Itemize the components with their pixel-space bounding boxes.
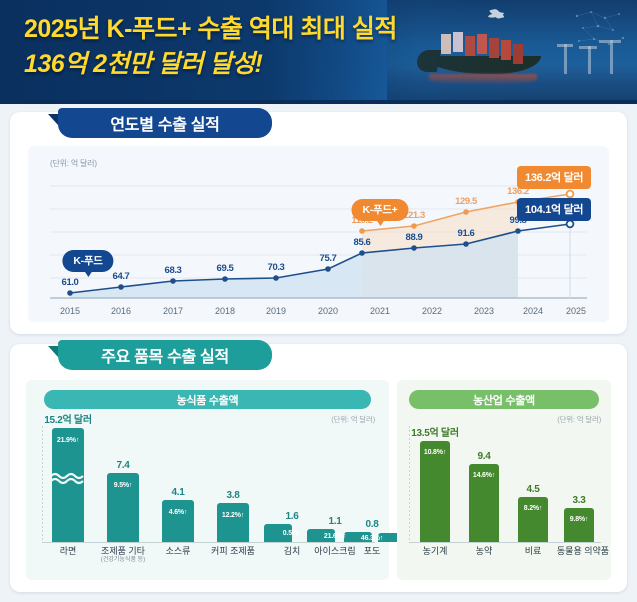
axis-break-wave-icon <box>51 472 84 485</box>
section-major-items: 주요 품목 수출 실적 농식품 수출액 (단위: 억 달러) <box>10 340 627 592</box>
bar-value-label: 13.5억 달러 <box>411 428 459 439</box>
bar-category-label: 포도 <box>363 546 381 556</box>
bar-value-label: 1.6 <box>285 511 299 522</box>
line-chart-unit-label: (단위: 억 달러) <box>50 159 97 168</box>
bar-category-label: 비료 <box>524 546 542 556</box>
bar-ramen <box>52 428 84 542</box>
panel-agrifood: 농식품 수출액 (단위: 억 달러) 15.2 <box>26 380 415 580</box>
panel-unit-agrifood: (단위: 억 달러) <box>331 415 375 424</box>
line-point-label: 68.3 <box>164 265 182 276</box>
x-axis-tick: 2015 <box>59 306 81 316</box>
bar-category-label: 라면 <box>59 546 77 556</box>
line-point-label: 91.6 <box>457 228 475 239</box>
header-banner: 2025년 K-푸드+ 수출 역대 최대 실적 136억 2천만 달러 달성! <box>0 0 637 104</box>
legend-badge-kfood: K-푸드 <box>62 250 114 277</box>
bar-value-label: 1.1 <box>328 516 342 527</box>
header-gradient-overlay <box>0 0 637 104</box>
bar-value-label: 3.3 <box>572 495 586 506</box>
bar-farm-machinery <box>420 441 450 542</box>
legend-badge-kfoodplus: K-푸드+ <box>351 199 409 226</box>
bar-category-note: (건강기능식품 등) <box>100 557 146 564</box>
line-point-label: 88.9 <box>405 232 423 243</box>
bar-charts-wrapper: 농식품 수출액 (단위: 억 달러) 15.2 <box>26 380 611 580</box>
x-axis-tick: 2016 <box>110 306 132 316</box>
line-point-label: 85.6 <box>353 237 371 248</box>
section-banner-yearly: 연도별 수출 실적 <box>48 108 272 138</box>
section-yearly-exports: 연도별 수출 실적 (단위: 억 달러) <box>10 108 627 334</box>
bar-value-label: 15.2억 달러 <box>44 415 92 426</box>
callout-kfoodplus-total: 136.2억 달러 <box>517 166 592 189</box>
bar-growth-label: 8.2%↑ <box>523 505 543 512</box>
bar-sauces <box>162 500 194 542</box>
bar-category-label: 동물용 의약품 <box>556 546 610 556</box>
bar-coffee <box>217 503 249 542</box>
y-axis-dotted <box>42 426 43 542</box>
bar-value-label: 9.4 <box>477 451 491 462</box>
bar-growth-label: 0.5%↑ <box>282 530 302 537</box>
bar-growth-label: 21.9%↑ <box>56 437 80 444</box>
x-axis-tick: 2024 <box>522 306 544 316</box>
x-axis-line <box>409 542 601 543</box>
bar-category-label: 소스류 <box>165 546 191 556</box>
x-axis-tick: 2022 <box>421 306 443 316</box>
bar-vet-medicine <box>564 508 594 542</box>
header-line-1: 2025년 K-푸드+ 수출 역대 최대 실적 <box>24 15 397 43</box>
line-point-label: 129.5 <box>455 196 477 207</box>
line-point-label: 64.7 <box>112 271 130 282</box>
bar-growth-label: 9.8%↑ <box>569 516 589 523</box>
x-axis-tick: 2025 <box>565 306 587 316</box>
panel-title-agriindustry: 농산업 수출액 <box>409 390 599 409</box>
bar-category-label: 농약 <box>475 546 493 556</box>
bar-growth-label: 12.2%↑ <box>221 512 245 519</box>
bar-growth-label: 46.3%↑ <box>360 535 384 542</box>
line-point-label: 136.2 <box>507 186 529 197</box>
panel-agriindustry: 농산업 수출액 (단위: 억 달러) 13.5억 달러 9.4 4.5 3.3 … <box>397 380 611 580</box>
bar-value-label: 4.1 <box>171 487 185 498</box>
bar-prepared <box>107 473 139 542</box>
line-point-label: 75.7 <box>319 253 337 264</box>
header-line-2: 136억 2천만 달러 달성! <box>24 49 263 78</box>
bar-value-label: 7.4 <box>116 460 130 471</box>
bar-category-label: 농기계 <box>422 546 448 556</box>
bar-category-label: 아이스크림 <box>314 546 356 556</box>
y-axis-dotted <box>409 426 410 542</box>
line-point-label: 69.5 <box>216 263 234 274</box>
bar-grape <box>344 532 372 542</box>
x-axis-tick: 2023 <box>473 306 495 316</box>
bar-category-label: 조제품 기타 <box>101 546 145 556</box>
bar-value-label: 3.8 <box>226 490 240 501</box>
x-axis-tick: 2018 <box>214 306 236 316</box>
line-point-label: 61.0 <box>61 277 79 288</box>
x-axis-tick: 2021 <box>369 306 391 316</box>
bar-value-label: 0.8 <box>365 519 379 530</box>
panel-unit-agriindustry: (단위: 억 달러) <box>557 415 601 424</box>
bar-category-label: 커피 조제품 <box>211 546 255 556</box>
bar-icecream <box>307 529 335 542</box>
page-title: 2025년 K-푸드+ 수출 역대 최대 실적 136억 2천만 달러 달성! <box>24 12 397 81</box>
bar-strawberry <box>378 533 406 542</box>
line-point-label: 121.3 <box>403 210 425 221</box>
bar-pesticide <box>469 464 499 542</box>
bar-kimchi <box>264 524 292 542</box>
line-chart-panel: (단위: 억 달러) <box>28 146 609 322</box>
section-banner-items: 주요 품목 수출 실적 <box>48 340 272 370</box>
bar-growth-label: 14.6%↑ <box>472 472 496 479</box>
bar-fertilizer <box>518 497 548 542</box>
x-axis-tick: 2017 <box>162 306 184 316</box>
x-axis-tick: 2020 <box>317 306 339 316</box>
bar-growth-label: 10.8%↑ <box>423 449 447 456</box>
panel-title-agrifood: 농식품 수출액 <box>44 390 371 409</box>
bar-growth-label: 21.6%↑ <box>323 533 347 540</box>
bar-growth-label: 4.6%↑ <box>168 509 188 516</box>
line-point-label: 70.3 <box>267 262 285 273</box>
bar-category-label: 김치 <box>283 546 301 556</box>
x-axis-line <box>42 542 375 543</box>
callout-kfood-total: 104.1억 달러 <box>517 198 592 221</box>
header-divider <box>0 100 637 104</box>
bar-growth-label: 9.5%↑ <box>113 482 133 489</box>
bar-value-label: 4.5 <box>526 484 540 495</box>
x-axis-tick: 2019 <box>265 306 287 316</box>
